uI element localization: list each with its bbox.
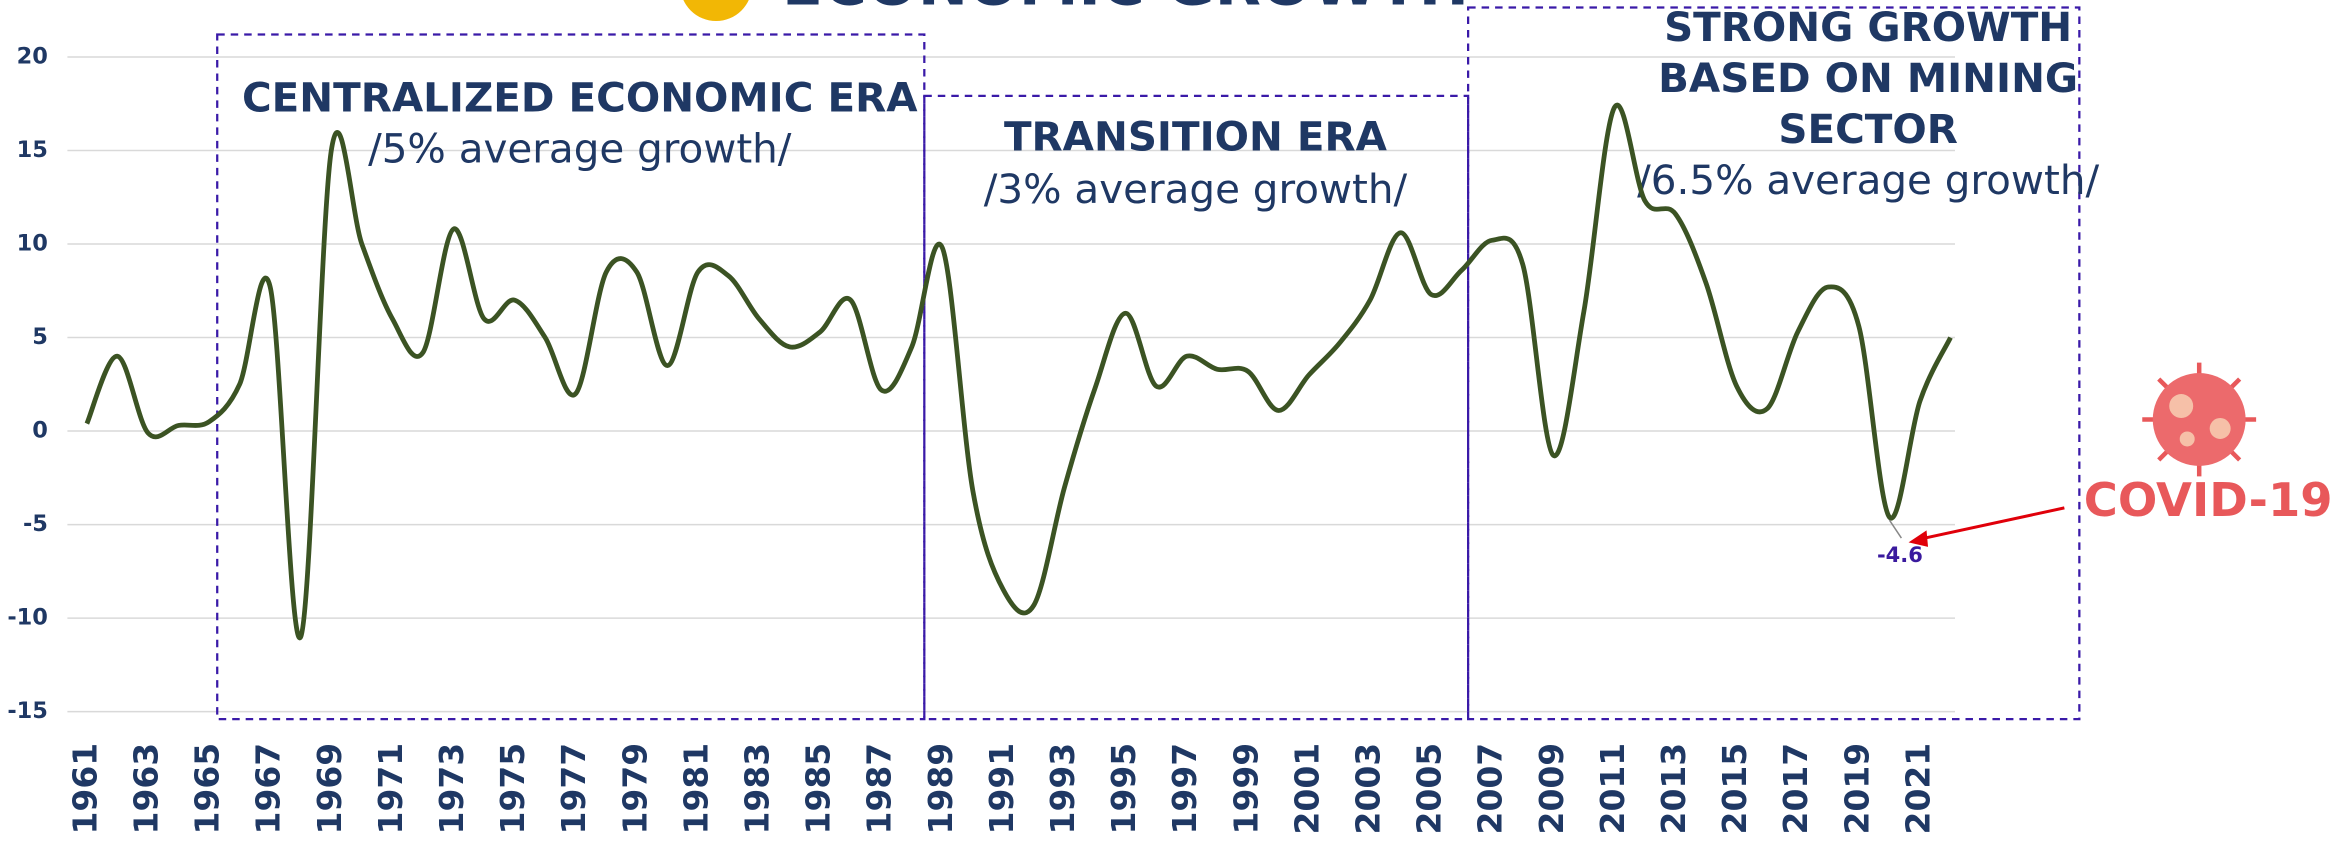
era-title: SECTOR	[1778, 105, 1958, 153]
x-tick-label: 1985	[799, 743, 838, 835]
x-tick-label: 2009	[1532, 743, 1571, 835]
x-tick-label: 1971	[371, 743, 410, 835]
x-tick-label: 1973	[432, 743, 471, 835]
y-tick-label: 20	[17, 43, 48, 69]
x-tick-label: 1979	[615, 743, 654, 835]
y-tick-label: 0	[32, 418, 48, 444]
x-tick-label: 1977	[554, 743, 593, 835]
x-tick-label: 1975	[493, 743, 532, 835]
y-tick-label: 10	[17, 231, 48, 257]
x-tick-label: 2007	[1471, 743, 1510, 835]
x-tick-label: 1995	[1104, 743, 1143, 835]
x-tick-label: 1969	[310, 743, 349, 835]
y-tick-label: -10	[7, 605, 48, 631]
era-box	[216, 33, 926, 721]
x-tick-label: 2017	[1776, 743, 1815, 835]
era-title: STRONG GROWTH	[1664, 3, 2072, 51]
x-tick-label: 1981	[676, 743, 715, 835]
x-tick-label: 1987	[860, 743, 899, 835]
x-tick-label: 1991	[982, 743, 1021, 835]
x-tick-label: 2019	[1837, 743, 1876, 835]
x-tick-label: 1961	[65, 743, 104, 835]
chart-title: ECONOMIC GROWTH	[782, 0, 1469, 20]
era-subtitle: /6.5% average growth/	[1637, 156, 2099, 204]
x-tick-label: 2013	[1654, 743, 1693, 835]
era-box	[1467, 6, 2081, 721]
x-tick-label: 1989	[921, 743, 960, 835]
x-tick-label: 2015	[1715, 743, 1754, 835]
x-tick-label: 1965	[188, 743, 227, 835]
covid-icon	[2142, 362, 2257, 477]
y-tick-label: 15	[17, 137, 48, 163]
x-tick-label: 1997	[1165, 743, 1204, 835]
y-tick-label: -15	[7, 698, 48, 724]
y-tick-label: 5	[32, 324, 48, 350]
x-tick-label: 2005	[1410, 743, 1449, 835]
line	[84, 102, 1953, 641]
x-tick-label: 1983	[738, 743, 777, 835]
title-icon	[683, 0, 749, 21]
covid-arrow-head	[1908, 530, 1929, 547]
covid-arrow	[1918, 506, 2065, 541]
x-tick-label: 2021	[1898, 743, 1937, 835]
covid-label: COVID-19	[2084, 473, 2333, 527]
era-subtitle: /3% average growth/	[984, 165, 1408, 213]
label-leader	[1888, 519, 1903, 539]
y-tick-label: -5	[23, 511, 48, 537]
x-tick-label: 1963	[126, 743, 165, 835]
era-title: TRANSITION ERA	[1004, 112, 1388, 160]
x-tick-label: 1999	[1226, 743, 1265, 835]
era-title: CENTRALIZED ECONOMIC ERA	[242, 73, 918, 121]
x-tick-label: 2003	[1349, 743, 1388, 835]
x-tick-label: 1967	[249, 743, 288, 835]
x-tick-label: 1993	[1043, 743, 1082, 835]
x-tick-label: 2001	[1287, 743, 1326, 835]
data-label: -4.6	[1877, 543, 1923, 567]
era-subtitle: /5% average growth/	[368, 124, 792, 172]
era-title: BASED ON MINING	[1658, 54, 2078, 102]
x-tick-label: 2011	[1593, 743, 1632, 835]
